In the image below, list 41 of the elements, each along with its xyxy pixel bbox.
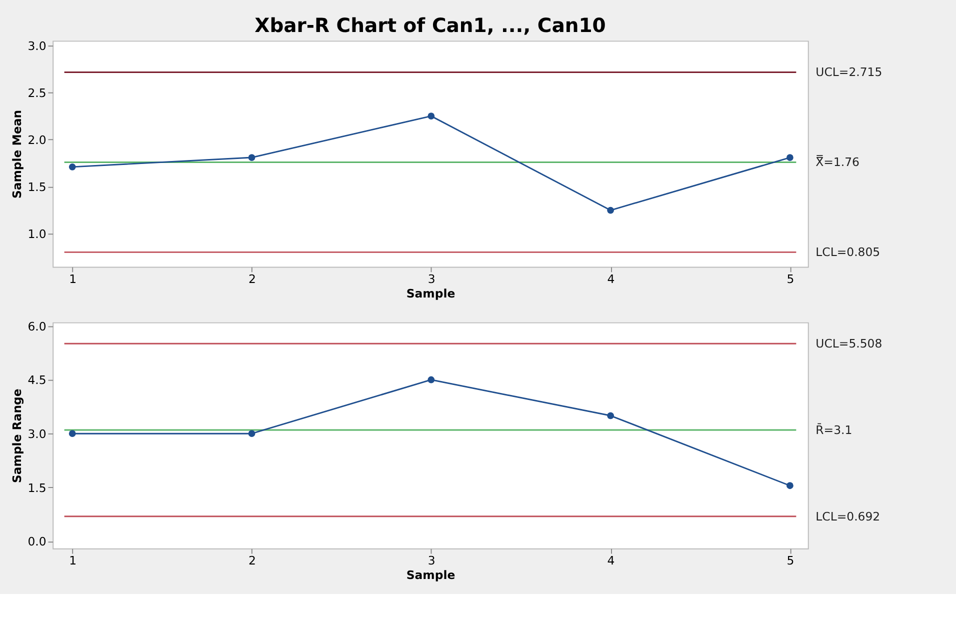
point — [68, 430, 76, 438]
point — [428, 376, 435, 384]
y-tick-label: 1.0 — [28, 227, 46, 242]
x-tick-label: 2 — [248, 554, 256, 568]
y-tick-label: 1.5 — [28, 480, 46, 495]
ref-line-label: X̿=1.76 — [816, 154, 860, 170]
point — [428, 112, 435, 120]
y-tick-label: 1.5 — [28, 180, 46, 194]
y-tick-label: 4.5 — [28, 373, 46, 388]
x-tick-label: 1 — [69, 272, 77, 286]
ref-line-label: LCL=0.805 — [816, 245, 880, 260]
point — [248, 430, 256, 438]
ref-line-label: LCL=0.692 — [816, 509, 880, 524]
x-axis-title: Sample — [406, 568, 456, 582]
y-tick-label: 3.0 — [28, 38, 46, 53]
point — [607, 206, 614, 214]
point — [786, 482, 794, 490]
x-tick-label: 5 — [786, 272, 794, 286]
y-tick-label: 2.0 — [28, 133, 46, 147]
x-tick-label: 1 — [69, 554, 77, 568]
x-tick-label: 3 — [428, 554, 436, 568]
point — [68, 163, 76, 170]
y-tick-label: 6.0 — [28, 319, 46, 334]
y-tick-label: 0.0 — [28, 534, 46, 549]
ref-line-label: R̄=3.1 — [816, 422, 852, 437]
y-tick-label: 2.5 — [28, 86, 46, 100]
x-axis-title: Sample — [406, 286, 456, 300]
point — [248, 154, 256, 161]
y-tick-label: 3.0 — [28, 426, 46, 441]
ref-line-label: UCL=2.715 — [816, 65, 882, 80]
x-tick-label: 2 — [248, 272, 256, 286]
x-tick-label: 5 — [786, 554, 794, 568]
point — [607, 412, 614, 420]
x-tick-label: 4 — [607, 554, 615, 568]
x-tick-label: 4 — [607, 272, 615, 286]
ref-line-label: UCL=5.508 — [816, 336, 882, 350]
chart-title: Xbar-R Chart of Can1, ..., Can10 — [254, 14, 606, 37]
point — [786, 154, 794, 161]
y-axis-title: Sample Mean — [10, 110, 24, 199]
y-axis-title: Sample Range — [10, 388, 24, 484]
x-tick-label: 3 — [428, 272, 436, 286]
